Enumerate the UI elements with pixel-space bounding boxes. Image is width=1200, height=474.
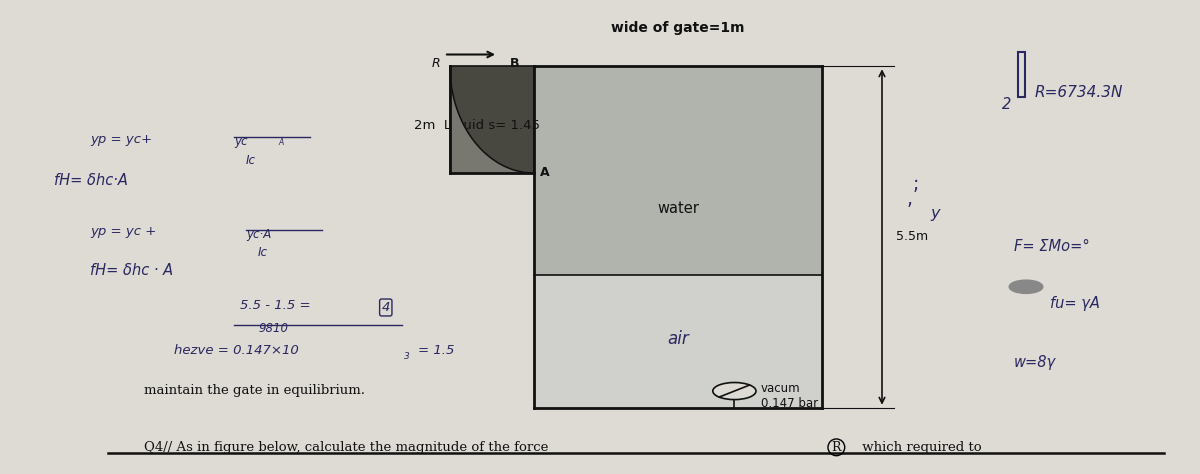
Text: yp = yc +: yp = yc + [90,225,156,238]
Text: = 1.5: = 1.5 [418,344,454,356]
Text: A: A [278,138,283,147]
Text: maintain the gate in equilibrium.: maintain the gate in equilibrium. [144,384,365,397]
Text: R=6734.3N: R=6734.3N [1034,85,1123,100]
Text: w=8γ: w=8γ [1014,356,1056,371]
Text: 2m  Liquid s= 1.45: 2m Liquid s= 1.45 [414,118,540,131]
Text: fu= γA: fu= γA [1050,296,1100,311]
Text: hezve = 0.147×10: hezve = 0.147×10 [174,344,299,356]
Text: water: water [658,201,698,216]
Text: yc: yc [234,135,247,148]
Text: 3: 3 [404,352,410,361]
Text: Ic: Ic [258,246,268,259]
Text: R: R [832,441,841,454]
Text: F= ΣMo=°: F= ΣMo=° [1014,239,1090,255]
Bar [534,66,822,275]
Text: which required to: which required to [858,441,982,454]
Circle shape [1009,280,1043,293]
Text: 5.5 - 1.5 =: 5.5 - 1.5 = [240,299,311,311]
Circle shape [713,383,756,400]
Text: Ic: Ic [246,154,256,167]
Text: Q4// As in figure below, calculate the magnitude of the force: Q4// As in figure below, calculate the m… [144,441,548,454]
Text: 4: 4 [382,301,390,314]
Text: B: B [510,57,520,70]
Text: yc·A: yc·A [246,228,271,240]
Text: 5.5m: 5.5m [896,230,929,244]
Text: ,: , [906,190,912,209]
Text: vacum
0.147 bar: vacum 0.147 bar [761,382,818,410]
Text: A: A [540,166,550,179]
Polygon shape [450,66,534,173]
Text: air: air [667,330,689,348]
Text: fH= δhc·A: fH= δhc·A [54,173,128,188]
Text: yp = yc+: yp = yc+ [90,133,152,146]
Bar [450,66,534,173]
Text: y: y [930,206,940,221]
Text: wide of gate=1m: wide of gate=1m [611,21,745,36]
Text: fH= δhc · A: fH= δhc · A [90,263,173,278]
Text: 2: 2 [1002,97,1012,112]
Text: ;: ; [912,175,918,194]
Text: R: R [432,57,440,70]
Bar [534,275,822,408]
Text: 9810: 9810 [258,322,288,335]
